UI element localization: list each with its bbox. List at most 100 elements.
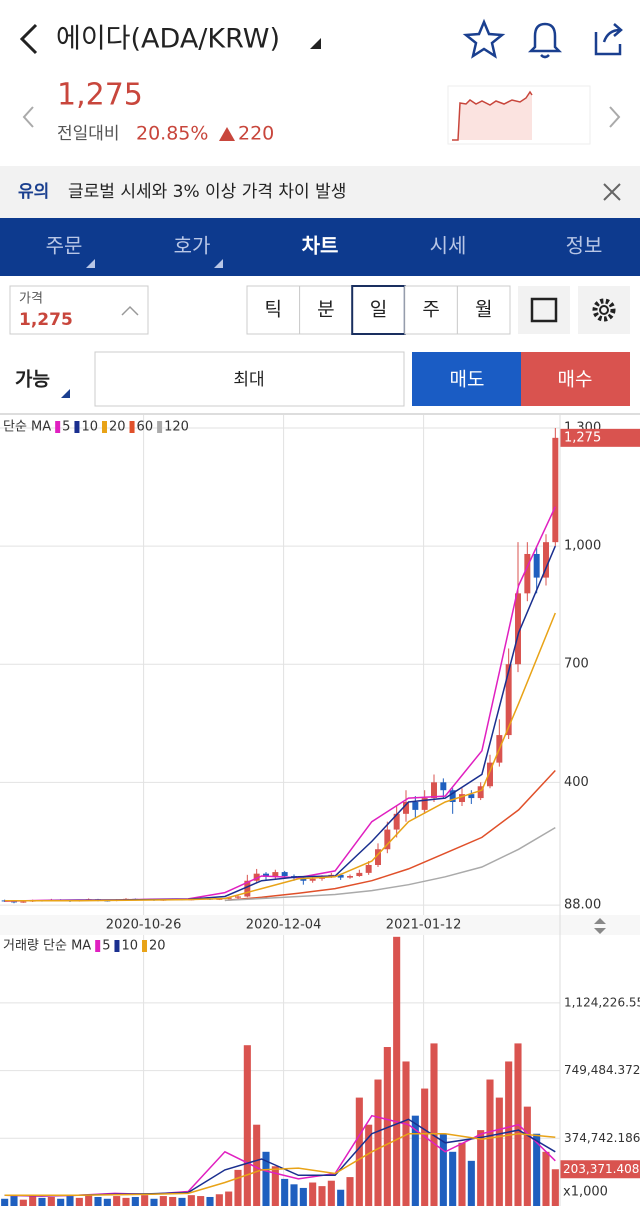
- settings-button[interactable]: [578, 286, 630, 334]
- candle-body: [524, 553, 531, 594]
- alarm-icon[interactable]: [527, 22, 563, 59]
- candle-body: [225, 897, 232, 899]
- tab[interactable]: 주문: [46, 234, 83, 258]
- volume-bar: [309, 1182, 317, 1206]
- title[interactable]: 에이다(ADA/KRW): [56, 24, 280, 55]
- volume-bar: [402, 1061, 410, 1206]
- period-button[interactable]: [299, 285, 353, 335]
- tab-dropdown: [214, 259, 223, 268]
- period-button[interactable]: [404, 285, 458, 335]
- price-box-toggle[interactable]: [121, 305, 139, 316]
- volume-bar: [103, 1198, 111, 1206]
- volume-bar: [1, 1198, 9, 1206]
- date-strip: [0, 915, 640, 935]
- settings-icon: [592, 298, 616, 322]
- candle-body: [431, 782, 437, 799]
- last-volume-label: 203,371.408: [563, 1162, 639, 1176]
- max-button[interactable]: [94, 351, 405, 407]
- candle-body: [459, 794, 465, 803]
- volume-bar: [318, 1186, 326, 1206]
- volume-bar: [383, 1047, 391, 1206]
- legend-swatch: [95, 940, 101, 952]
- volume-bar: [551, 1169, 559, 1206]
- up-arrow: [219, 127, 235, 141]
- volume-bar: [271, 1166, 279, 1206]
- candle-body: [11, 901, 17, 903]
- ma-line: [224, 826, 556, 902]
- candle-body: [235, 896, 241, 898]
- tab[interactable]: 정보: [566, 234, 603, 258]
- notice-tag: 유의: [18, 182, 49, 202]
- price-box-value: 1,275: [19, 310, 73, 330]
- buy-button[interactable]: [521, 352, 630, 406]
- legend-title: 단순 MA: [3, 420, 51, 435]
- candle-body: [533, 553, 540, 578]
- tab[interactable]: 차트: [302, 234, 339, 258]
- chart-style-button[interactable]: [518, 286, 570, 334]
- legend-swatch: [129, 421, 135, 433]
- candle-body: [403, 802, 409, 814]
- volume-bar: [75, 1197, 83, 1206]
- volume-bar: [523, 1106, 531, 1206]
- candle-body: [515, 593, 521, 665]
- legend-swatch: [142, 940, 148, 952]
- y-tick-label: 749,484.372: [564, 1063, 640, 1077]
- share-icon[interactable]: [594, 23, 623, 56]
- volume-bar: [234, 1169, 242, 1206]
- volume-bar: [430, 1043, 438, 1206]
- ma-line: [4, 545, 556, 902]
- change-rate: 20.85%: [136, 123, 208, 145]
- prev-coin[interactable]: [22, 106, 34, 128]
- ma-line: [224, 769, 556, 902]
- legend-label: 60: [137, 420, 154, 435]
- period-button[interactable]: [456, 285, 511, 335]
- candle-body: [244, 880, 251, 897]
- volume-bar: [66, 1196, 74, 1206]
- sell-button[interactable]: [412, 352, 522, 406]
- volume-bar: [495, 1097, 503, 1206]
- volume-bar: [411, 1115, 419, 1206]
- last-volume-tag: [560, 1160, 640, 1179]
- volume-bar: [299, 1187, 307, 1206]
- volume-bar: [477, 1130, 485, 1206]
- candle-body: [412, 802, 419, 810]
- legend-swatch: [55, 421, 61, 433]
- title-dropdown[interactable]: [310, 38, 321, 49]
- period-label: 틱: [265, 299, 282, 321]
- candle-body: [356, 872, 363, 877]
- volume-bar: [131, 1196, 139, 1206]
- available-label[interactable]: 가능: [15, 369, 50, 391]
- candle-body: [281, 872, 288, 877]
- back-button[interactable]: [19, 23, 38, 55]
- volume-bar: [206, 1196, 214, 1206]
- volume-bar: [327, 1180, 335, 1206]
- legend-swatch: [114, 940, 120, 952]
- candle-body: [384, 829, 391, 850]
- volume-bar: [38, 1197, 46, 1206]
- favorite-icon[interactable]: [462, 18, 506, 59]
- notice-close[interactable]: [603, 183, 621, 201]
- volume-bar: [197, 1196, 205, 1206]
- candle-body: [487, 762, 493, 787]
- candle-body: [468, 794, 475, 799]
- period-button[interactable]: [351, 285, 406, 335]
- buy-label: 매수: [558, 369, 593, 391]
- volume-bar: [215, 1194, 223, 1206]
- last-price-tag: [560, 428, 640, 447]
- volume-bar: [113, 1196, 121, 1206]
- tab[interactable]: 호가: [174, 234, 211, 258]
- candle-body: [272, 872, 279, 877]
- change-label: 전일대비: [57, 124, 120, 144]
- volume-bar: [542, 1151, 550, 1206]
- period-button[interactable]: [246, 285, 301, 335]
- price-box[interactable]: [9, 285, 149, 335]
- panel-resize[interactable]: [594, 918, 606, 934]
- legend-label: 5: [62, 420, 70, 435]
- next-coin[interactable]: [609, 106, 621, 128]
- tab[interactable]: 시세: [430, 234, 467, 258]
- volume-bar: [374, 1079, 382, 1206]
- candle-body: [365, 865, 372, 873]
- tab-dropdown: [86, 259, 95, 268]
- candle-body: [421, 798, 428, 810]
